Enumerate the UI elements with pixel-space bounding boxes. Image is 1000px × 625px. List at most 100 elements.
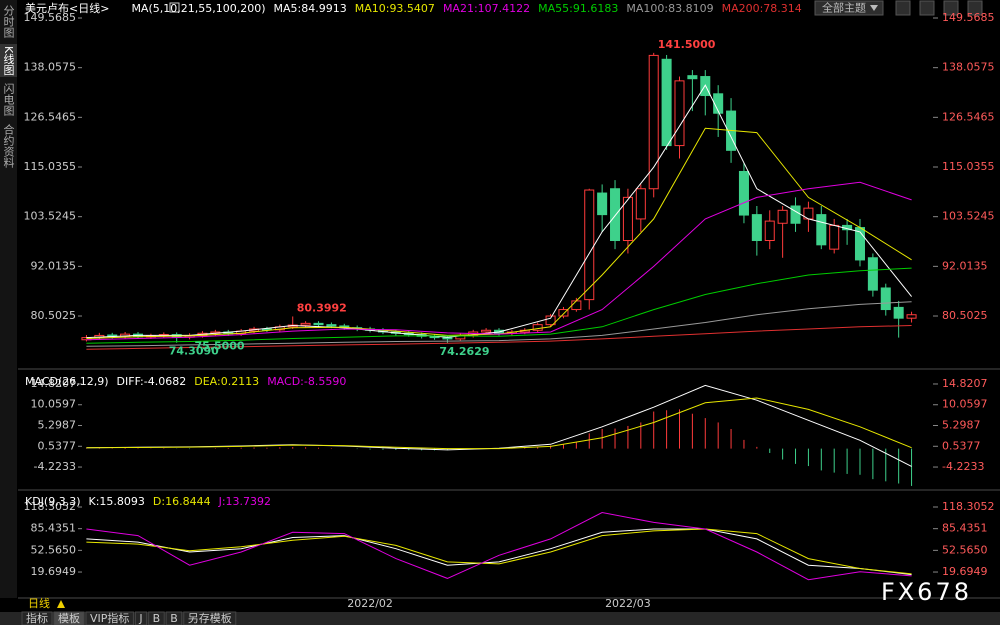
theme-button[interactable] xyxy=(814,0,884,16)
tab[interactable] xyxy=(165,611,183,625)
tab[interactable] xyxy=(183,611,237,625)
sidebar-tab[interactable]: 闪电图 xyxy=(2,83,15,117)
tab-label[interactable]: 另存模板 xyxy=(188,611,232,625)
sidebar-tab[interactable]: K线图 xyxy=(0,44,17,78)
y-tick-label: 118.3052 xyxy=(942,500,995,513)
tab-label[interactable]: VIP指标 xyxy=(90,611,129,625)
y-tick-label: 0.5377 xyxy=(942,439,981,452)
candle-body xyxy=(738,170,749,216)
tab-label[interactable]: B xyxy=(170,612,178,625)
candle-body xyxy=(867,257,878,291)
period-arrow xyxy=(57,600,65,608)
legend-entry: MA(5,10,21,55,100,200) xyxy=(131,2,265,15)
candle-body xyxy=(816,214,827,246)
candle-body xyxy=(597,192,608,216)
indicator-line xyxy=(86,528,912,576)
candle-body xyxy=(571,300,582,311)
tab-label[interactable]: 模板 xyxy=(58,611,80,625)
y-tick-label: 19.6949 xyxy=(31,565,77,578)
y-tick-label: 126.5465 xyxy=(942,110,995,123)
price-annotation: 80.3992 xyxy=(297,301,347,314)
candle-body xyxy=(313,322,324,326)
sidebar-tab[interactable]: 合约资料 xyxy=(2,124,15,169)
y-tick-label: 10.0597 xyxy=(942,398,988,411)
tool-icon[interactable] xyxy=(943,0,959,16)
tab[interactable] xyxy=(148,611,165,625)
y-tick-label: 14.8207 xyxy=(942,377,988,390)
tool-icon[interactable] xyxy=(895,0,911,16)
y-tick-label: 103.5245 xyxy=(942,210,995,223)
theme-button-label[interactable]: 全部主题 xyxy=(822,1,866,15)
panel-title: MACD(26,12,9) xyxy=(25,375,109,388)
legend-entry: MACD:-8.5590 xyxy=(267,375,346,388)
indicator-line xyxy=(86,511,912,581)
dropdown-arrow xyxy=(870,5,878,11)
candle-body xyxy=(880,287,891,311)
candle-body xyxy=(261,328,272,331)
indicator-icon xyxy=(169,2,180,13)
indicator-line xyxy=(86,528,912,575)
sidebar-tab[interactable]: 分时图 xyxy=(2,5,15,38)
tab[interactable] xyxy=(21,611,53,625)
y-tick-label: 85.4351 xyxy=(31,522,77,535)
y-tick-label: 80.5025 xyxy=(31,309,77,322)
candle-body xyxy=(829,224,840,250)
period-label[interactable]: 日线 xyxy=(28,596,50,610)
panel-title: KDJ(9,3,3) xyxy=(25,495,81,508)
candle-body xyxy=(635,188,646,220)
tool-icon[interactable] xyxy=(967,0,983,16)
price-annotation: 141.5000 xyxy=(658,38,716,51)
legend-entry: D:16.8444 xyxy=(153,495,211,508)
tab[interactable] xyxy=(53,611,85,625)
tool-icon[interactable] xyxy=(919,0,935,16)
y-tick-label: 126.5465 xyxy=(24,110,77,123)
panel-title: 美元卢布<日线> xyxy=(25,1,109,15)
y-tick-label: 115.0355 xyxy=(942,160,995,173)
legend-entry: J:13.7392 xyxy=(218,495,271,508)
y-tick-label: 92.0135 xyxy=(942,259,988,272)
tab-bar xyxy=(0,612,1000,625)
legend-entry: DEA:0.2113 xyxy=(194,375,259,388)
candle-body xyxy=(545,315,556,326)
candle-body xyxy=(777,209,788,224)
y-tick-label: 5.2987 xyxy=(38,419,77,432)
y-tick-label: 0.5377 xyxy=(38,439,77,452)
legend-entry: MA5:84.9913 xyxy=(274,2,347,15)
indicator-line xyxy=(86,267,912,344)
y-tick-label: 92.0135 xyxy=(31,259,77,272)
tab[interactable] xyxy=(134,611,148,625)
candle-body xyxy=(674,80,685,147)
tab-label[interactable]: B xyxy=(153,612,161,625)
y-tick-label: 19.6949 xyxy=(942,565,988,578)
y-tick-label: 52.5650 xyxy=(31,543,77,556)
legend-entry: MA200:78.314 xyxy=(722,2,802,15)
legend-entry: MA10:93.5407 xyxy=(355,2,435,15)
tab-label[interactable]: J xyxy=(138,612,142,625)
indicator-line xyxy=(86,325,912,350)
candle-body xyxy=(300,322,311,326)
tab-label[interactable]: 指标 xyxy=(26,611,48,625)
y-tick-label: 149.5685 xyxy=(24,11,77,24)
sidebar: 分时图 K线图闪电图合约资料 xyxy=(0,0,17,598)
y-tick-label: 115.0355 xyxy=(24,160,77,173)
y-tick-label: 5.2987 xyxy=(942,419,981,432)
y-tick-label: -4.2233 xyxy=(942,460,984,473)
candle-body xyxy=(326,324,337,327)
y-tick-label: 80.5025 xyxy=(942,309,988,322)
watermark: FX678 xyxy=(881,578,972,606)
candle-body xyxy=(906,314,917,319)
indicator-line xyxy=(86,181,912,341)
candle-body xyxy=(558,309,569,317)
y-tick-label: 14.8207 xyxy=(31,377,77,390)
y-tick-label: 118.3052 xyxy=(24,500,77,513)
candle-body xyxy=(893,306,904,319)
y-tick-label: 52.5650 xyxy=(942,543,988,556)
y-tick-label: 85.4351 xyxy=(942,522,988,535)
price-annotation: 74.3090 xyxy=(169,345,219,358)
x-tick-label: 2022/02 xyxy=(347,597,393,610)
price-annotation: 74.2629 xyxy=(439,345,489,358)
indicator-line xyxy=(86,397,912,450)
candle-body xyxy=(687,75,698,80)
tab[interactable] xyxy=(85,611,134,625)
